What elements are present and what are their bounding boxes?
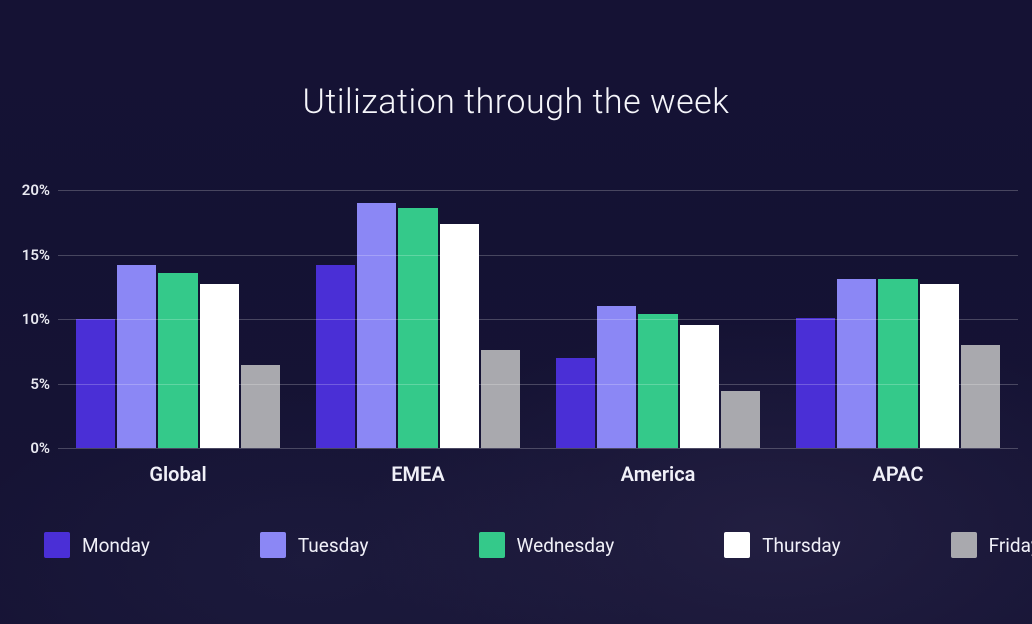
- bar: [117, 265, 156, 448]
- chart-plot-area: 0%5%10%15%20%: [58, 190, 1018, 448]
- legend-label: Monday: [82, 534, 150, 557]
- legend-swatch: [951, 532, 977, 558]
- bar: [878, 279, 917, 448]
- bar: [158, 273, 197, 448]
- x-axis-label: APAC: [778, 462, 1018, 486]
- bar: [316, 265, 355, 448]
- legend-label: Thursday: [762, 534, 840, 557]
- x-axis-label: America: [538, 462, 778, 486]
- legend-label: Wednesday: [517, 534, 615, 557]
- legend-label: Friday: [989, 534, 1032, 557]
- bar: [357, 203, 396, 448]
- bar: [398, 208, 437, 448]
- bar: [920, 284, 959, 448]
- y-tick-label: 20%: [22, 181, 58, 199]
- bar: [481, 350, 520, 448]
- y-tick-label: 10%: [22, 310, 58, 328]
- gridline: [58, 190, 1018, 191]
- bar: [556, 358, 595, 448]
- bar: [241, 365, 280, 448]
- bar: [721, 391, 760, 448]
- legend-label: Tuesday: [298, 534, 369, 557]
- bar: [440, 224, 479, 448]
- bar: [597, 306, 636, 448]
- legend-swatch: [260, 532, 286, 558]
- bar: [680, 325, 719, 448]
- legend-item: Friday: [951, 532, 1032, 558]
- legend-item: Thursday: [724, 532, 840, 558]
- x-axis-label: Global: [58, 462, 298, 486]
- y-tick-label: 5%: [30, 375, 58, 393]
- gridline: [58, 255, 1018, 256]
- x-axis-labels: GlobalEMEAAmericaAPAC: [58, 462, 1018, 486]
- gridline: [58, 448, 1018, 449]
- legend-item: Monday: [44, 532, 150, 558]
- gridline: [58, 319, 1018, 320]
- legend-item: Wednesday: [479, 532, 615, 558]
- legend-swatch: [44, 532, 70, 558]
- chart-title: Utilization through the week: [0, 82, 1032, 122]
- chart-legend: Monday Tuesday Wednesday Thursday Friday: [44, 532, 1032, 558]
- legend-swatch: [724, 532, 750, 558]
- y-tick-label: 15%: [22, 246, 58, 264]
- x-axis-label: EMEA: [298, 462, 538, 486]
- bar: [961, 345, 1000, 448]
- bar: [200, 284, 239, 448]
- bar: [638, 314, 677, 448]
- y-tick-label: 0%: [30, 439, 58, 457]
- legend-item: Tuesday: [260, 532, 369, 558]
- legend-swatch: [479, 532, 505, 558]
- bar: [837, 279, 876, 448]
- gridline: [58, 384, 1018, 385]
